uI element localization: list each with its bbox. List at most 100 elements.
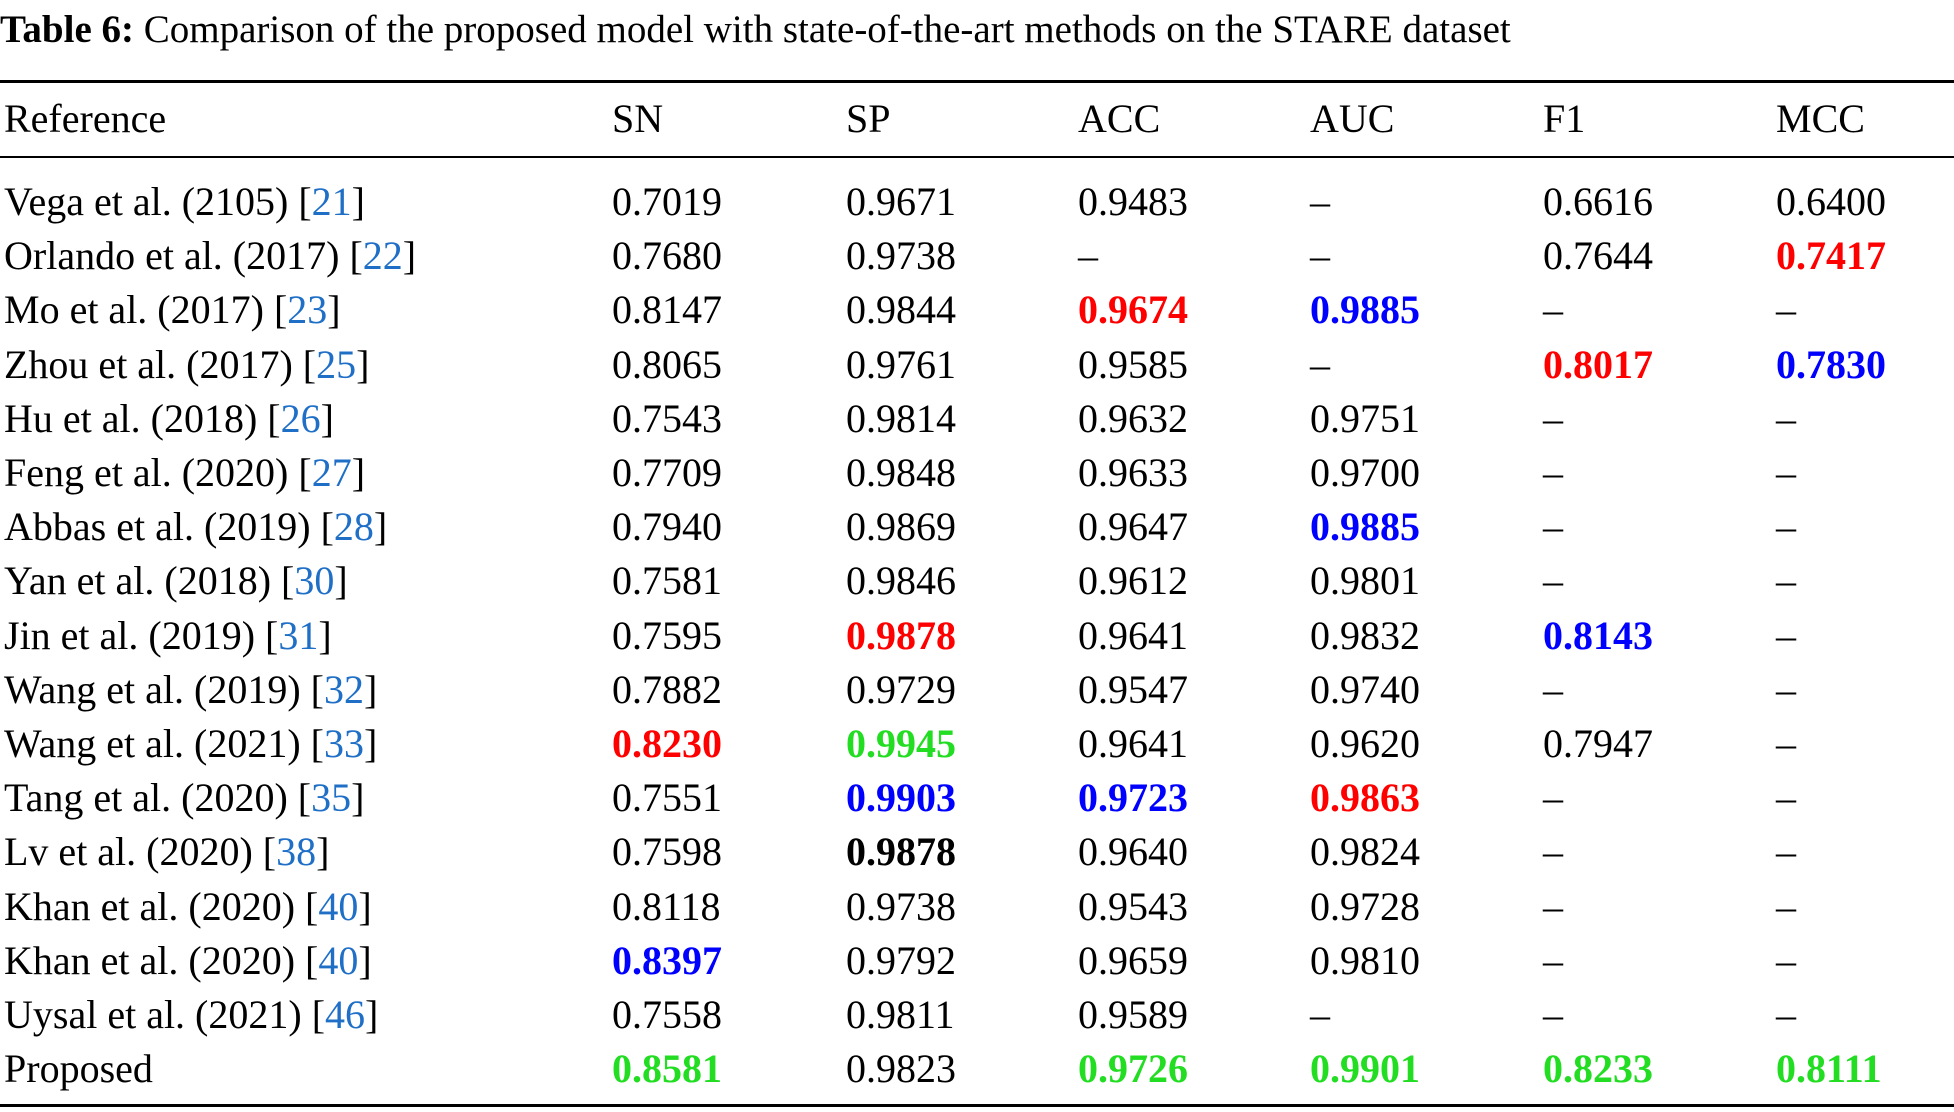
sp-value: 0.9846 bbox=[846, 558, 956, 604]
sn-value: 0.8581 bbox=[612, 1046, 722, 1092]
auc-value: 0.9620 bbox=[1310, 721, 1420, 766]
table-row: Wang et al. (2019) [32] 0.7882 0.9729 0.954… bbox=[0, 663, 1954, 717]
reference-text: Wang et al. (2021) [ bbox=[4, 721, 324, 766]
reference-cell: Tang et al. (2020) [35] bbox=[4, 771, 364, 825]
citation-link[interactable]: 22 bbox=[362, 233, 403, 279]
mcc-value: – bbox=[1776, 287, 1796, 333]
f1-value: – bbox=[1543, 775, 1563, 821]
sn-value: 0.8230 bbox=[612, 721, 722, 766]
sn-value: 0.7543 bbox=[612, 395, 722, 441]
citation-bracket: ] bbox=[373, 504, 388, 550]
citation-bracket: ] bbox=[318, 612, 332, 658]
f1-value: 0.8017 bbox=[1543, 341, 1653, 387]
citation-link[interactable]: 26 bbox=[280, 395, 321, 441]
acc-value: 0.9659 bbox=[1078, 937, 1188, 983]
table-row: Uysal et al. (2021) [46] 0.7558 0.9811 0.95… bbox=[0, 988, 1954, 1042]
acc-value: 0.9633 bbox=[1078, 450, 1188, 495]
citation-link[interactable]: 46 bbox=[325, 992, 366, 1037]
sp-value: 0.9738 bbox=[846, 883, 956, 929]
header-mcc: MCC bbox=[1776, 96, 1865, 141]
reference-cell: Yan et al. (2018) [30] bbox=[4, 554, 348, 608]
f1-value: – bbox=[1543, 558, 1563, 604]
header-reference: Reference bbox=[4, 96, 167, 141]
table-row: Khan et al. (2020) [40] 0.8397 0.9792 0.965… bbox=[0, 934, 1954, 988]
table-caption: Table 6: Comparison of the proposed mode… bbox=[0, 2, 1954, 58]
citation-link[interactable]: 40 bbox=[318, 883, 359, 929]
citation-bracket: ] bbox=[402, 233, 417, 279]
sn-value: 0.8065 bbox=[612, 341, 722, 387]
auc-value: – bbox=[1310, 179, 1330, 224]
auc-value: 0.9801 bbox=[1310, 558, 1420, 604]
reference-text: Proposed bbox=[4, 1046, 153, 1092]
acc-value: 0.9674 bbox=[1078, 287, 1188, 333]
mcc-value: 0.7830 bbox=[1776, 341, 1886, 387]
reference-text: Abbas et al. (2019) [ bbox=[4, 504, 334, 550]
mcc-value: 0.7417 bbox=[1776, 233, 1886, 279]
citation-link[interactable]: 25 bbox=[316, 341, 357, 387]
sp-value: 0.9844 bbox=[846, 287, 956, 333]
sp-value: 0.9878 bbox=[846, 829, 956, 875]
citation-bracket: ] bbox=[364, 666, 378, 712]
reference-cell: Lv et al. (2020) [38] bbox=[4, 825, 329, 879]
table-row: Wang et al. (2021) [33] 0.8230 0.9945 0.964… bbox=[0, 717, 1954, 771]
citation-link[interactable]: 38 bbox=[276, 829, 317, 875]
citation-link[interactable]: 23 bbox=[287, 287, 328, 333]
acc-value: 0.9641 bbox=[1078, 721, 1188, 766]
sn-value: 0.7581 bbox=[612, 558, 722, 604]
sp-value: 0.9945 bbox=[846, 721, 956, 766]
citation-link[interactable]: 40 bbox=[318, 937, 359, 983]
reference-text: Yan et al. (2018) [ bbox=[4, 558, 295, 604]
mcc-value: – bbox=[1776, 612, 1796, 658]
mcc-value: – bbox=[1776, 883, 1796, 929]
citation-link[interactable]: 27 bbox=[311, 450, 352, 495]
citation-link[interactable]: 31 bbox=[278, 612, 319, 658]
header-auc: AUC bbox=[1310, 96, 1395, 141]
sn-value: 0.7940 bbox=[612, 504, 722, 550]
sn-value: 0.8118 bbox=[612, 883, 721, 929]
auc-value: – bbox=[1310, 341, 1330, 387]
reference-text: Mo et al. (2017) [ bbox=[4, 287, 288, 333]
reference-text: Khan et al. (2020) [ bbox=[4, 883, 319, 929]
citation-link[interactable]: 35 bbox=[311, 775, 352, 821]
reference-cell: Proposed bbox=[4, 1042, 153, 1096]
reference-text: Zhou et al. (2017) [ bbox=[4, 341, 317, 387]
citation-bracket: ] bbox=[316, 829, 330, 875]
reference-text: Orlando et al. (2017) [ bbox=[4, 233, 363, 279]
table-label: Table 6: bbox=[0, 8, 135, 51]
reference-text: Vega et al. (2105) [ bbox=[4, 179, 312, 224]
auc-value: 0.9885 bbox=[1310, 287, 1420, 333]
sn-value: 0.7882 bbox=[612, 666, 722, 712]
auc-value: 0.9728 bbox=[1310, 883, 1420, 929]
citation-bracket: ] bbox=[351, 775, 365, 821]
citation-link[interactable]: 21 bbox=[311, 179, 352, 224]
reference-cell: Orlando et al. (2017) [22] bbox=[4, 229, 416, 283]
mcc-value: – bbox=[1776, 829, 1796, 875]
citation-link[interactable]: 30 bbox=[294, 558, 335, 604]
f1-value: – bbox=[1543, 829, 1563, 875]
auc-value: 0.9832 bbox=[1310, 612, 1420, 658]
citation-link[interactable]: 33 bbox=[324, 721, 364, 766]
table-caption-text: Comparison of the proposed model with st… bbox=[143, 8, 1511, 51]
sp-value: 0.9848 bbox=[846, 450, 956, 495]
mcc-value: 0.6400 bbox=[1776, 179, 1886, 224]
mcc-value: – bbox=[1776, 450, 1796, 495]
citation-bracket: ] bbox=[351, 179, 365, 224]
acc-value: 0.9612 bbox=[1078, 558, 1188, 604]
sp-value: 0.9814 bbox=[846, 395, 956, 441]
reference-cell: Khan et al. (2020) [40] bbox=[4, 934, 372, 988]
auc-value: 0.9751 bbox=[1310, 395, 1420, 441]
citation-bracket: ] bbox=[358, 883, 372, 929]
auc-value: 0.9885 bbox=[1310, 504, 1420, 550]
mcc-value: – bbox=[1776, 558, 1796, 604]
citation-link[interactable]: 28 bbox=[333, 504, 374, 550]
citation-bracket: ] bbox=[327, 287, 341, 333]
table-row: Khan et al. (2020) [40] 0.8118 0.9738 0.954… bbox=[0, 880, 1954, 934]
sn-value: 0.7680 bbox=[612, 233, 722, 279]
citation-bracket: ] bbox=[320, 395, 334, 441]
citation-bracket: ] bbox=[365, 992, 379, 1037]
mcc-value: – bbox=[1776, 504, 1796, 550]
sp-value: 0.9823 bbox=[846, 1046, 956, 1092]
table-row: Hu et al. (2018) [26] 0.7543 0.9814 0.9632 0… bbox=[0, 392, 1954, 446]
citation-link[interactable]: 32 bbox=[324, 666, 364, 712]
citation-bracket: ] bbox=[358, 937, 372, 983]
